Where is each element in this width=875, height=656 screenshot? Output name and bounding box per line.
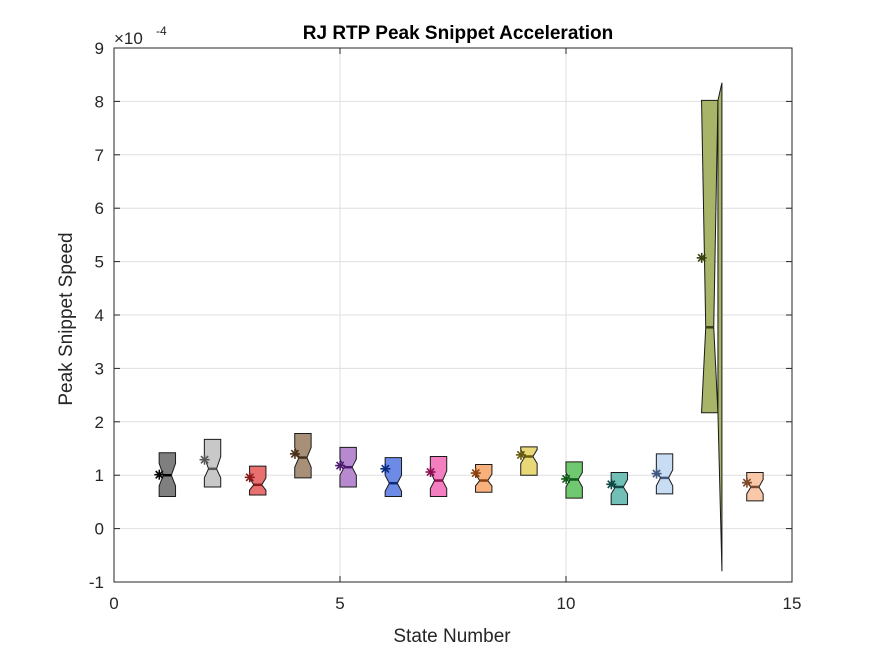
ticks: 0 5 10 15 -1 0 1 2 3 4 5 6 7 8 9 bbox=[89, 39, 802, 613]
mean-marker bbox=[651, 468, 662, 479]
mean-marker bbox=[335, 460, 346, 471]
y-tick-label: 9 bbox=[95, 39, 104, 58]
notch-extension bbox=[717, 82, 723, 572]
box-body bbox=[203, 438, 222, 488]
box-5 bbox=[335, 446, 357, 488]
mean-marker bbox=[515, 449, 526, 460]
y-tick-label: 6 bbox=[95, 199, 104, 218]
y-tick-label: 0 bbox=[95, 520, 104, 539]
box-6 bbox=[380, 457, 403, 498]
mean-marker bbox=[561, 473, 572, 484]
box-1 bbox=[154, 452, 177, 498]
boxes bbox=[154, 82, 764, 572]
box-body bbox=[475, 464, 493, 493]
box-11 bbox=[606, 472, 629, 506]
mean-marker bbox=[244, 472, 255, 483]
mean-marker bbox=[380, 463, 391, 474]
mean-marker bbox=[741, 477, 752, 488]
y-multiplier-exponent: -4 bbox=[156, 24, 167, 38]
box-body bbox=[249, 465, 267, 496]
x-tick-label: 5 bbox=[335, 594, 344, 613]
mean-marker bbox=[696, 252, 707, 263]
box-4 bbox=[289, 433, 312, 479]
y-tick-label: 2 bbox=[95, 413, 104, 432]
mean-marker bbox=[425, 466, 436, 477]
mean-marker bbox=[199, 454, 210, 465]
y-multiplier: ×10 -4 bbox=[114, 24, 167, 48]
mean-marker bbox=[289, 448, 300, 459]
box-2 bbox=[199, 438, 222, 488]
box-body bbox=[429, 456, 448, 498]
y-tick-label: 7 bbox=[95, 146, 104, 165]
x-tick-label: 0 bbox=[109, 594, 118, 613]
x-axis-label: State Number bbox=[393, 626, 511, 647]
chart-title: RJ RTP Peak Snippet Acceleration bbox=[303, 23, 613, 44]
y-tick-label: 1 bbox=[95, 466, 104, 485]
box-13 bbox=[696, 82, 723, 572]
box-10 bbox=[561, 461, 583, 499]
y-tick-label: 3 bbox=[95, 359, 104, 378]
x-tick-label: 15 bbox=[783, 594, 802, 613]
x-tick-label: 10 bbox=[557, 594, 576, 613]
box-14 bbox=[741, 472, 764, 502]
y-multiplier-base: ×10 bbox=[114, 29, 143, 48]
box-8 bbox=[470, 464, 493, 493]
box-body bbox=[384, 457, 403, 498]
box-3 bbox=[244, 465, 267, 496]
y-tick-label: 4 bbox=[95, 306, 104, 325]
grid bbox=[114, 48, 792, 582]
y-tick-label: 5 bbox=[95, 253, 104, 272]
y-axis-label: Peak Snippet Speed bbox=[56, 232, 77, 405]
box-7 bbox=[425, 456, 448, 498]
mean-marker bbox=[606, 479, 617, 490]
box-12 bbox=[651, 453, 674, 495]
mean-marker bbox=[470, 468, 481, 479]
box-9 bbox=[515, 446, 538, 476]
y-tick-label: 8 bbox=[95, 92, 104, 111]
mean-marker bbox=[154, 469, 165, 480]
box-body bbox=[520, 446, 538, 476]
y-tick-label: -1 bbox=[89, 573, 104, 592]
